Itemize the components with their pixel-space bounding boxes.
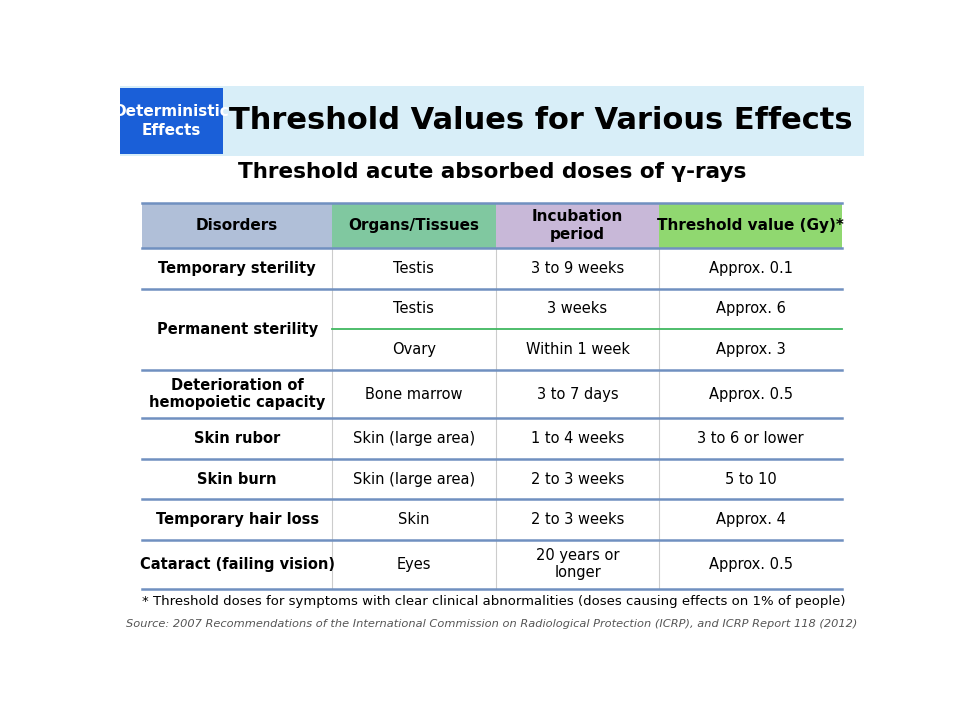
Text: Bone marrow: Bone marrow xyxy=(365,387,463,402)
Text: Approx. 0.1: Approx. 0.1 xyxy=(708,261,793,276)
Text: 3 weeks: 3 weeks xyxy=(547,302,608,317)
Text: Disorders: Disorders xyxy=(196,218,278,233)
Text: Testis: Testis xyxy=(394,302,434,317)
Text: Threshold acute absorbed doses of γ-rays: Threshold acute absorbed doses of γ-rays xyxy=(238,162,746,182)
Text: Approx. 4: Approx. 4 xyxy=(715,512,785,527)
Text: Deterioration of
hemopoietic capacity: Deterioration of hemopoietic capacity xyxy=(149,378,325,410)
Text: 5 to 10: 5 to 10 xyxy=(725,472,777,487)
Text: Approx. 3: Approx. 3 xyxy=(715,342,785,357)
Text: 3 to 9 weeks: 3 to 9 weeks xyxy=(531,261,624,276)
Text: Deterministic
Effects: Deterministic Effects xyxy=(113,104,229,138)
Text: Within 1 week: Within 1 week xyxy=(525,342,630,357)
Text: Approx. 6: Approx. 6 xyxy=(715,302,785,317)
Text: Ovary: Ovary xyxy=(392,342,436,357)
Text: 3 to 6 or lower: 3 to 6 or lower xyxy=(697,431,804,446)
Text: Skin: Skin xyxy=(398,512,430,527)
Text: Temporary sterility: Temporary sterility xyxy=(158,261,316,276)
Text: Permanent sterility: Permanent sterility xyxy=(156,322,318,337)
Text: Skin (large area): Skin (large area) xyxy=(353,472,475,487)
Text: Testis: Testis xyxy=(394,261,434,276)
Text: Threshold value (Gy)*: Threshold value (Gy)* xyxy=(657,218,844,233)
Text: Incubation
period: Incubation period xyxy=(532,210,623,242)
Bar xyxy=(120,86,864,156)
Bar xyxy=(332,203,495,248)
Bar xyxy=(120,88,223,154)
Text: Approx. 0.5: Approx. 0.5 xyxy=(708,557,793,572)
Text: Organs/Tissues: Organs/Tissues xyxy=(348,218,479,233)
Text: * Threshold doses for symptoms with clear clinical abnormalities (doses causing : * Threshold doses for symptoms with clea… xyxy=(142,595,846,608)
Text: Skin (large area): Skin (large area) xyxy=(353,431,475,446)
Bar xyxy=(495,203,660,248)
Text: Skin burn: Skin burn xyxy=(198,472,276,487)
Text: Source: 2007 Recommendations of the International Commission on Radiological Pro: Source: 2007 Recommendations of the Inte… xyxy=(127,618,857,629)
Text: Cataract (failing vision): Cataract (failing vision) xyxy=(139,557,335,572)
Text: 2 to 3 weeks: 2 to 3 weeks xyxy=(531,512,624,527)
Bar xyxy=(660,203,842,248)
Text: Approx. 0.5: Approx. 0.5 xyxy=(708,387,793,402)
Text: Skin rubor: Skin rubor xyxy=(194,431,280,446)
Bar xyxy=(142,203,332,248)
Text: 1 to 4 weeks: 1 to 4 weeks xyxy=(531,431,624,446)
Text: Temporary hair loss: Temporary hair loss xyxy=(156,512,319,527)
Text: 2 to 3 weeks: 2 to 3 weeks xyxy=(531,472,624,487)
Text: Eyes: Eyes xyxy=(396,557,431,572)
Text: 3 to 7 days: 3 to 7 days xyxy=(537,387,618,402)
Text: Threshold Values for Various Effects: Threshold Values for Various Effects xyxy=(228,107,852,135)
Text: 20 years or
longer: 20 years or longer xyxy=(536,548,619,580)
